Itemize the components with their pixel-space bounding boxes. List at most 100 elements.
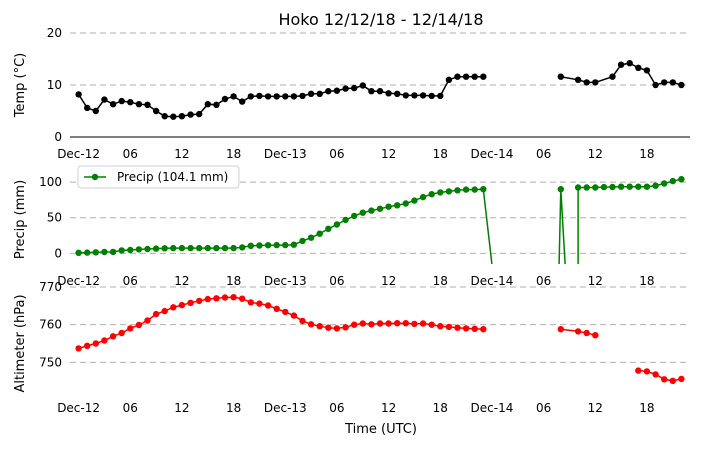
data-point [661,79,668,86]
data-point [617,61,625,68]
data-point [583,184,590,191]
data-point [368,321,375,328]
data-point [187,111,194,118]
data-point [75,345,82,352]
data-point [351,321,358,328]
y-tick-label: 0 [54,130,62,144]
data-point [462,325,470,332]
data-point [84,249,91,256]
x-tick-label: 18 [433,147,448,161]
data-point [635,64,642,72]
data-point [574,328,582,335]
data-point [230,294,237,301]
panels: 0 10 20 Temp (°C) Dec-12 06 12 18 Dec-13 06 12 18 De… [13,26,690,415]
data-point [411,92,418,99]
data-point [626,60,633,67]
x-tick-label: Dec-14 [471,401,514,415]
data-point [196,244,203,252]
data-point [152,310,160,318]
data-point [454,324,461,331]
y-axis-label: Altimeter (hPa) [13,294,28,392]
data-point [239,244,246,251]
data-point [118,97,125,105]
y-tick-label: 100 [39,175,62,189]
data-point [437,92,444,100]
y-tick-label: 0 [54,246,62,260]
data-point [359,320,366,327]
data-point [411,197,418,204]
data-point [661,180,668,187]
data-point [385,90,392,97]
data-point [170,244,177,252]
data-point [256,300,263,307]
data-point [161,245,168,252]
data-point [445,323,453,331]
data-point [678,375,685,383]
data-point [127,99,134,106]
x-tick-label: 06 [329,401,344,415]
legend-marker [91,173,99,181]
x-tick-label: Dec-12 [57,274,100,288]
data-point [135,101,143,108]
data-point [376,205,384,212]
data-point [471,73,478,80]
legend: Precip (104.1 mm) [77,165,240,189]
data-point [92,340,100,347]
data-point [135,246,143,253]
x-tick-label: 12 [588,147,603,161]
data-point [84,104,91,112]
data-point [342,85,349,92]
data-point [221,244,229,252]
data-point [652,182,659,189]
data-point [290,241,298,248]
data-point [161,113,168,120]
x-tick-label: 06 [123,401,138,415]
data-point [264,93,272,100]
data-point [307,321,315,328]
x-tick-label: 18 [226,147,241,161]
data-point [635,367,642,374]
data-point [428,191,435,198]
data-point [290,312,298,319]
data-point [376,320,384,327]
x-tick-label: 12 [381,147,396,161]
data-point [557,186,564,193]
x-tick-label: 18 [226,274,241,288]
x-tick-label: 12 [174,401,189,415]
data-point [592,332,599,339]
data-point [394,202,401,209]
data-point [213,244,220,252]
x-tick-label: 06 [329,274,344,288]
data-point [247,93,254,100]
data-point [342,324,349,331]
x-tick-label: Dec-12 [57,147,100,161]
data-point [152,245,160,252]
data-point [109,248,117,256]
x-tick-label: 18 [433,401,448,415]
data-point [471,325,478,332]
data-point [376,88,384,95]
x-tick-label: 06 [123,147,138,161]
data-point [402,320,409,327]
y-tick-label: 50 [47,211,62,225]
data-point [333,325,341,332]
panel-2: 0 50 100 Precip (mm) Dec-12 06 12 18 Dec-13 06 12 1… [13,165,690,288]
x-tick-label: 06 [536,147,551,161]
data-point [135,321,143,329]
data-point [652,371,659,378]
data-point [144,245,151,253]
y-tick-label: 770 [39,280,62,294]
data-point [127,246,134,254]
data-point [643,368,651,375]
data-point [471,186,478,193]
data-point [669,177,676,185]
y-axis-label: Temp (°C) [13,53,28,119]
data-point [661,376,668,383]
y-tick-label: 10 [47,78,62,92]
data-point [462,73,470,80]
data-point [316,90,323,98]
data-point [161,307,168,315]
data-point [385,203,392,210]
